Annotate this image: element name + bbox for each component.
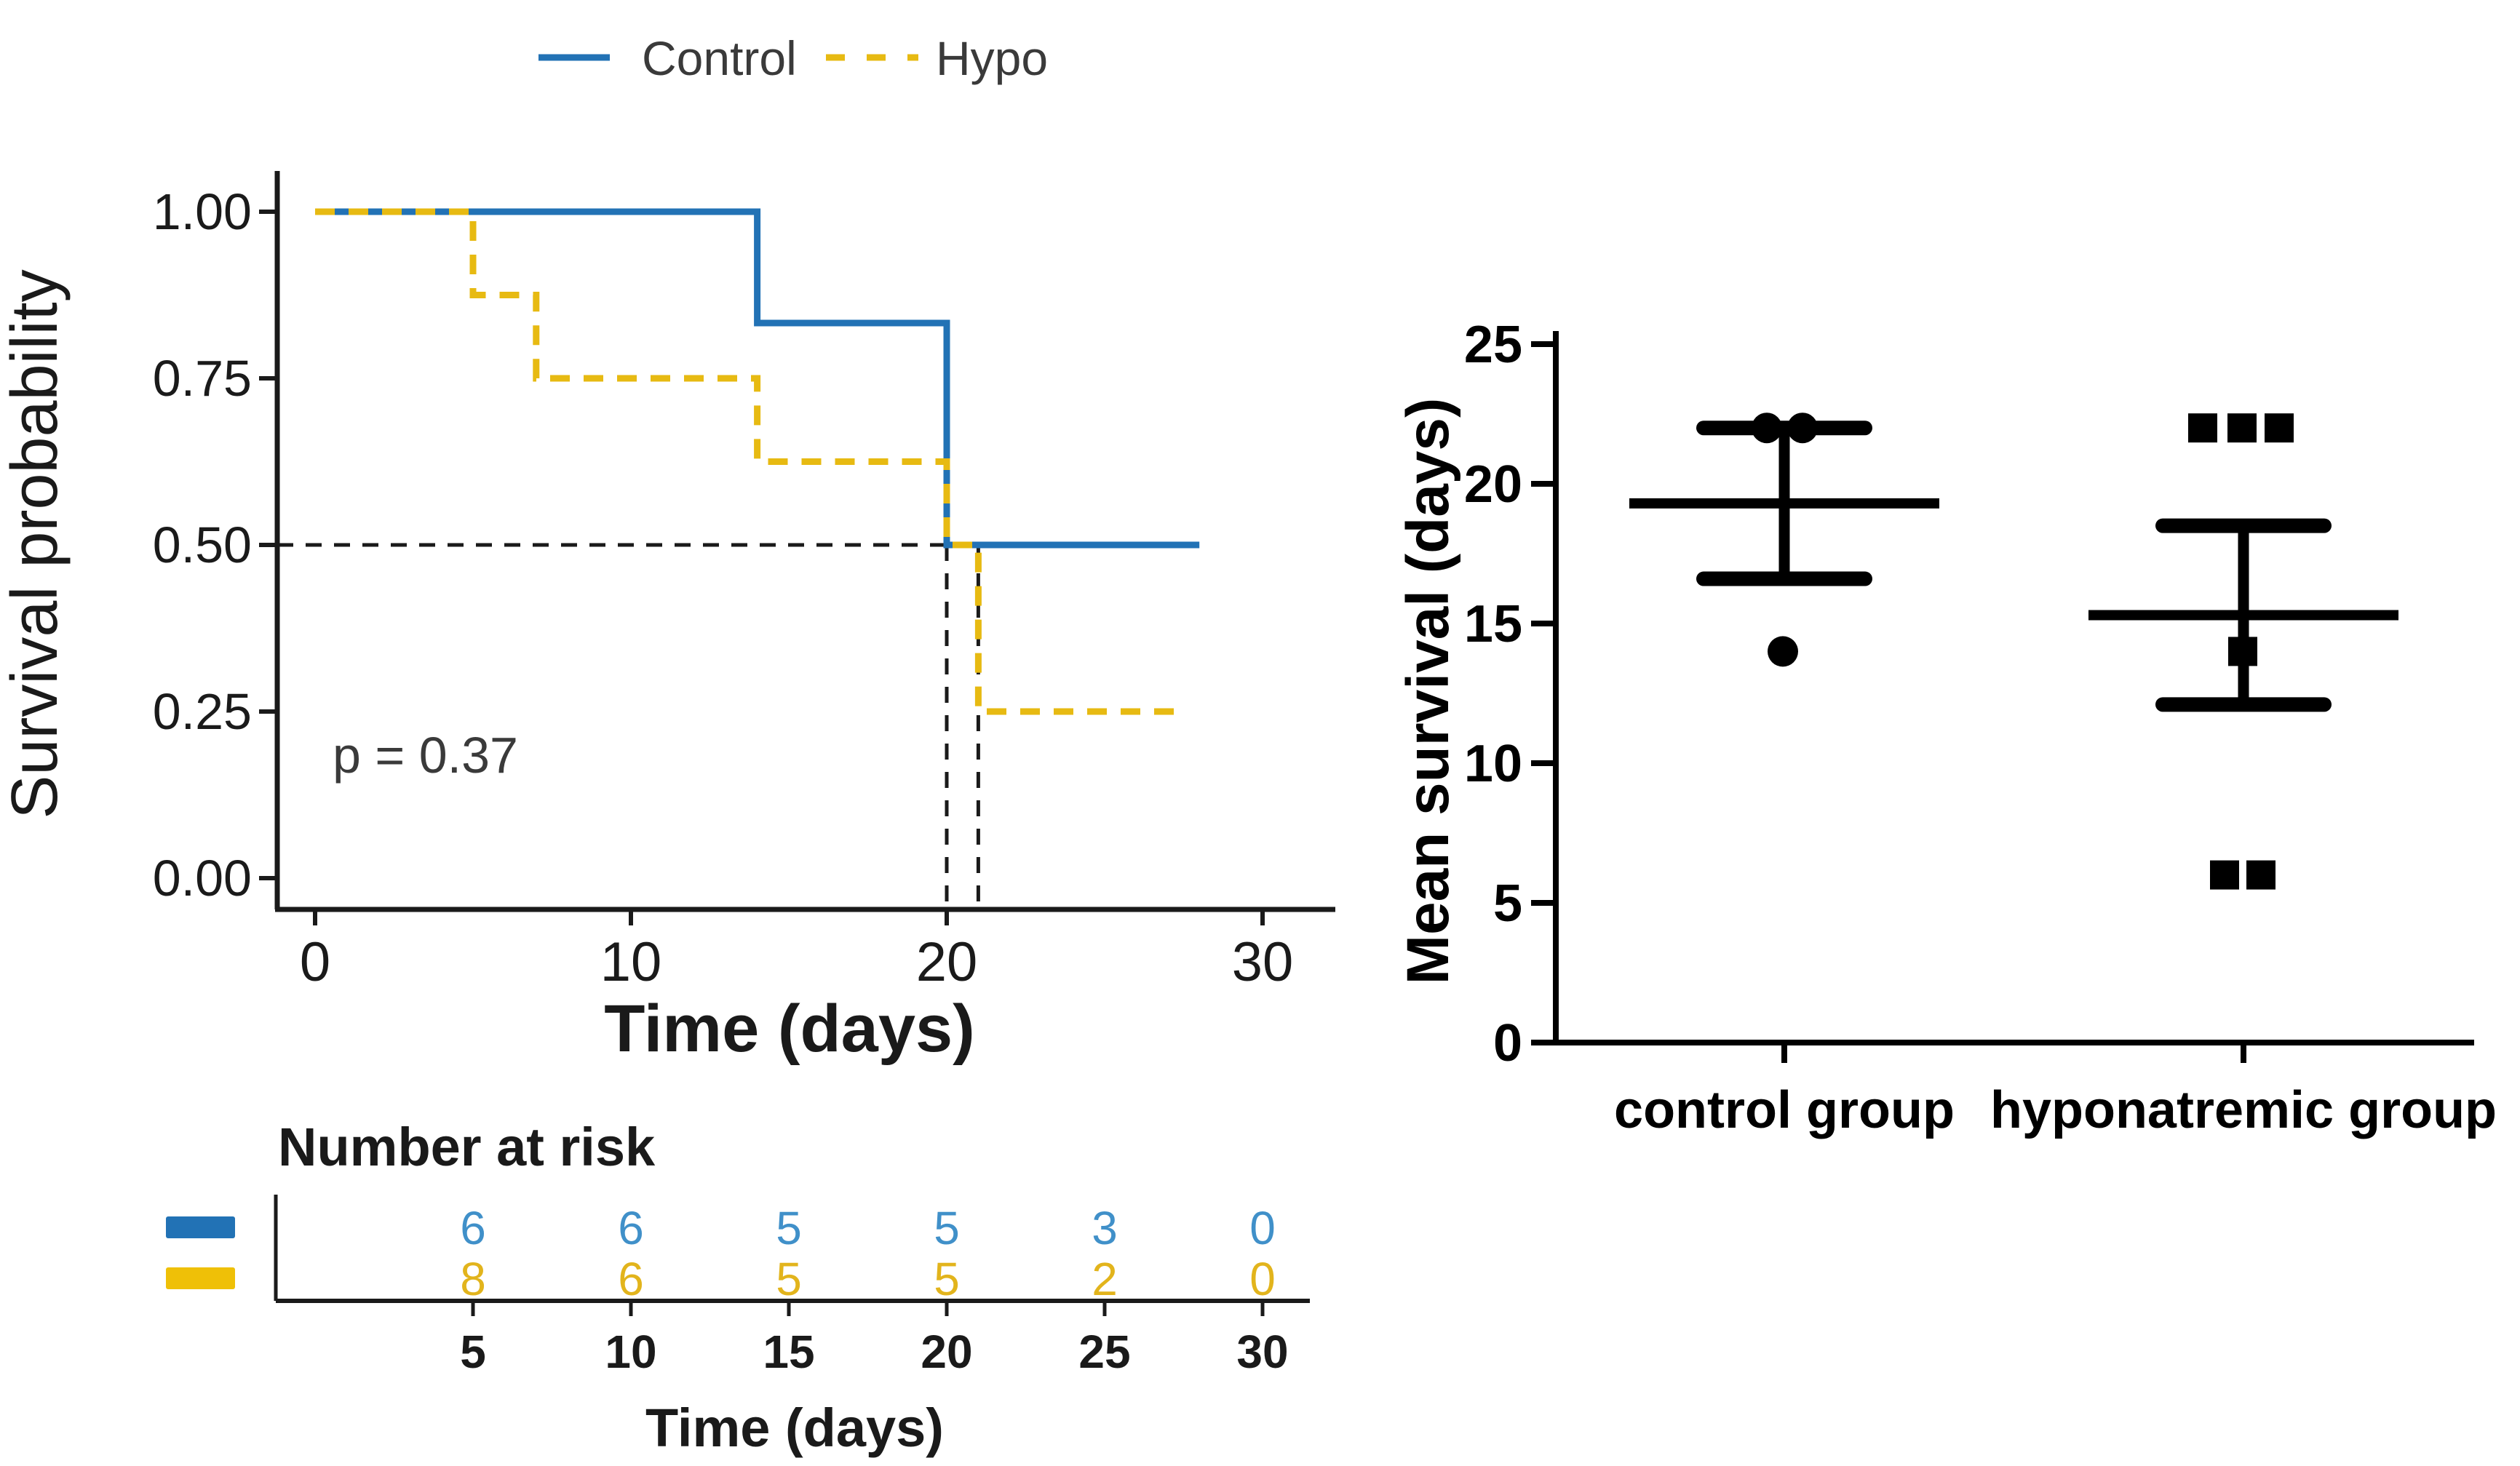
risk-x-tick-label: 10 (605, 1326, 656, 1378)
risk-count-hypo: 0 (1249, 1253, 1276, 1305)
data-point-square (2188, 413, 2217, 443)
risk-count-control: 6 (460, 1202, 486, 1254)
km-x-axis-title: Time (days) (604, 992, 975, 1066)
risk-count-hypo: 8 (460, 1253, 486, 1305)
km-x-tick-label: 20 (916, 931, 978, 993)
scatter-y-axis-title: Mean survival (days) (1395, 398, 1461, 985)
risk-swatch-hypo (166, 1267, 235, 1289)
risk-count-hypo: 6 (618, 1253, 644, 1305)
km-y-axis-title: Survival probability (0, 269, 71, 818)
risk-count-control: 5 (934, 1202, 960, 1254)
data-point-square (2227, 413, 2257, 443)
legend-control-label: Control (642, 31, 797, 85)
km-y-tick-label: 0.00 (153, 850, 252, 907)
p-value-annotation: p = 0.37 (333, 727, 518, 784)
km-x-tick-label: 0 (300, 931, 330, 993)
scatter-y-tick-label: 0 (1493, 1014, 1522, 1072)
risk-x-tick-label: 20 (921, 1326, 972, 1378)
risk-count-control: 6 (618, 1202, 644, 1254)
risk-count-control: 3 (1092, 1202, 1118, 1254)
scatter-y-tick-label: 25 (1464, 316, 1522, 374)
scatter-group-hyponatremic: hyponatremic group (1990, 413, 2497, 1139)
data-point-square (2228, 637, 2257, 666)
risk-x-tick-label: 5 (460, 1326, 486, 1378)
scatter-y-tick-label: 15 (1464, 595, 1522, 653)
scatter-category-label: hyponatremic group (1990, 1081, 2497, 1139)
km-y-tick-label: 0.75 (153, 350, 252, 407)
km-x-tick-label: 30 (1232, 931, 1294, 993)
data-point-square (2210, 860, 2239, 890)
risk-x-tick-label: 30 (1236, 1326, 1288, 1378)
risk-x-tick-label: 15 (763, 1326, 814, 1378)
scatter-category-label: control group (1614, 1081, 1955, 1139)
scatter-group-control: control group (1614, 413, 1955, 1139)
risk-count-hypo: 5 (776, 1253, 802, 1305)
risk-swatch-control (166, 1216, 235, 1238)
risk-count-hypo: 5 (934, 1253, 960, 1305)
km-curve-control (315, 208, 1200, 549)
km-x-tick-label: 10 (600, 931, 662, 993)
risk-count-control: 5 (776, 1202, 802, 1254)
data-point-square (2246, 860, 2275, 890)
risk-x-axis-title: Time (days) (645, 1398, 944, 1458)
scatter-y-tick-label: 10 (1464, 735, 1522, 793)
data-point-circle (1752, 413, 1782, 444)
legend-hypo-label: Hypo (936, 31, 1048, 85)
km-survival-plot: Control Hypo 1.00 0.75 0.50 0.25 0.00 0 10 20 30 Ti… (0, 31, 1335, 1066)
scatter-y-tick-label: 5 (1493, 875, 1522, 933)
scatter-y-tick-label: 20 (1464, 455, 1522, 514)
risk-count-hypo: 2 (1092, 1253, 1118, 1305)
risk-table-title: Number at risk (278, 1117, 656, 1177)
data-point-circle (1768, 636, 1798, 667)
km-legend: Control Hypo (538, 31, 1048, 85)
km-y-tick-label: 0.25 (153, 683, 252, 740)
km-y-tick-label: 1.00 (153, 183, 252, 240)
km-y-tick-label: 0.50 (153, 517, 252, 573)
km-curve-hypo (315, 208, 1184, 715)
number-at-risk-table: Number at risk68566105515552032250030Tim… (166, 1117, 1310, 1458)
data-point-circle (1787, 413, 1818, 444)
risk-count-control: 0 (1249, 1202, 1276, 1254)
data-point-square (2265, 413, 2294, 443)
risk-x-tick-label: 25 (1078, 1326, 1130, 1378)
